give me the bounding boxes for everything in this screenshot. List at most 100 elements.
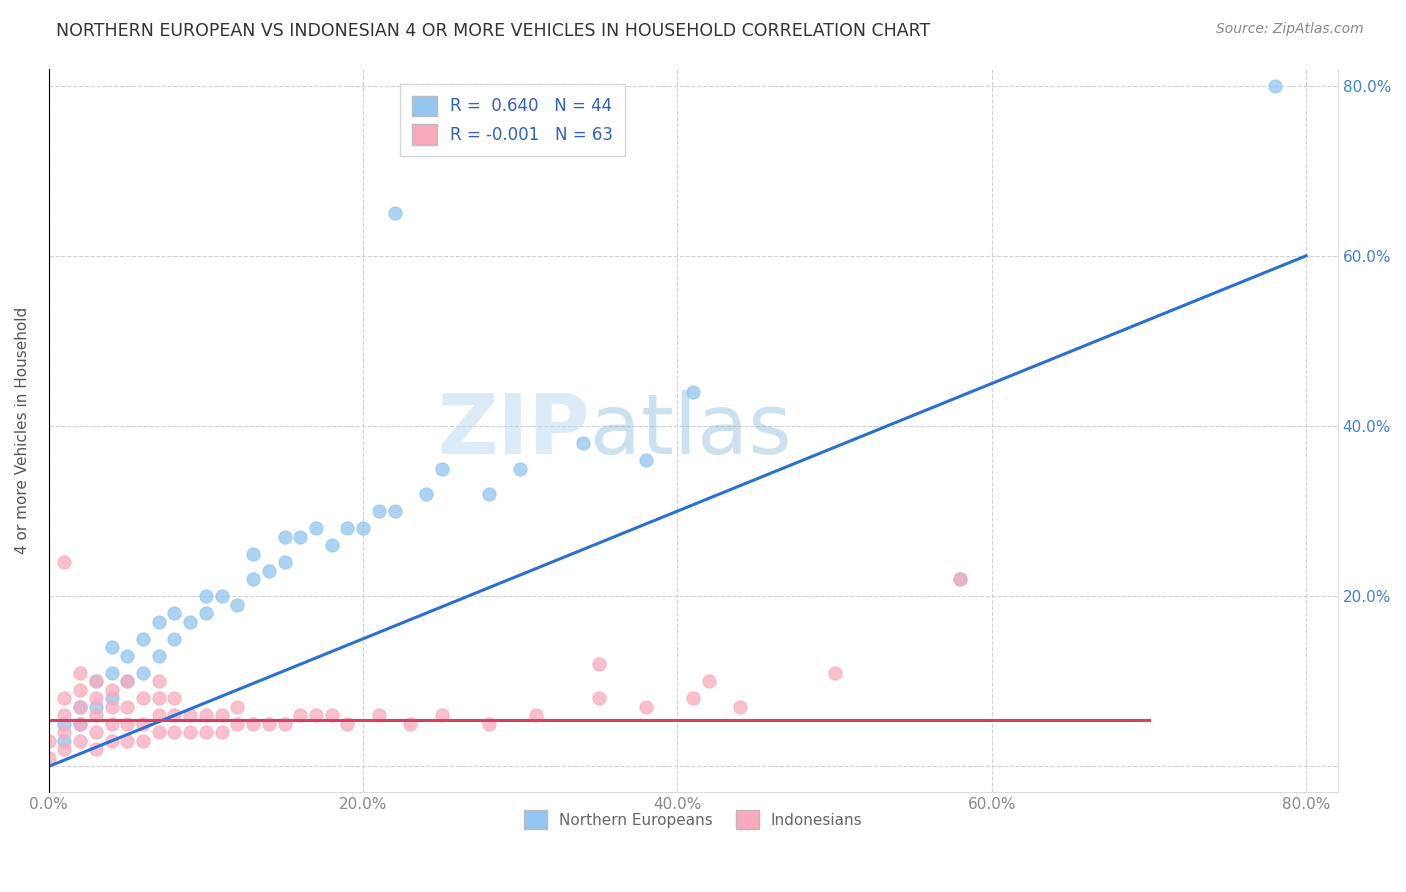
- Point: [100, 640, 122, 655]
- Point: [949, 572, 972, 586]
- Point: [53, 708, 76, 723]
- Point: [117, 674, 139, 689]
- Point: [478, 487, 501, 501]
- Point: [179, 615, 201, 629]
- Point: [194, 606, 217, 620]
- Point: [148, 725, 170, 739]
- Point: [634, 699, 657, 714]
- Point: [38, 751, 60, 765]
- Point: [384, 504, 406, 518]
- Point: [194, 708, 217, 723]
- Point: [132, 691, 155, 706]
- Point: [352, 521, 374, 535]
- Point: [179, 708, 201, 723]
- Point: [321, 538, 343, 552]
- Point: [132, 734, 155, 748]
- Point: [194, 589, 217, 603]
- Point: [117, 674, 139, 689]
- Point: [211, 708, 233, 723]
- Point: [588, 691, 610, 706]
- Point: [226, 699, 249, 714]
- Point: [194, 725, 217, 739]
- Point: [53, 555, 76, 569]
- Point: [634, 453, 657, 467]
- Point: [257, 564, 280, 578]
- Point: [273, 555, 295, 569]
- Point: [415, 487, 437, 501]
- Point: [84, 674, 107, 689]
- Point: [148, 615, 170, 629]
- Point: [69, 717, 91, 731]
- Point: [273, 717, 295, 731]
- Text: atlas: atlas: [591, 390, 792, 471]
- Point: [305, 708, 328, 723]
- Point: [163, 708, 186, 723]
- Point: [367, 504, 389, 518]
- Point: [117, 734, 139, 748]
- Point: [336, 717, 359, 731]
- Point: [69, 699, 91, 714]
- Point: [117, 699, 139, 714]
- Point: [824, 665, 846, 680]
- Point: [367, 708, 389, 723]
- Point: [682, 384, 704, 399]
- Point: [148, 708, 170, 723]
- Point: [132, 717, 155, 731]
- Point: [1264, 78, 1286, 93]
- Point: [84, 691, 107, 706]
- Point: [69, 734, 91, 748]
- Point: [84, 708, 107, 723]
- Point: [321, 708, 343, 723]
- Point: [524, 708, 547, 723]
- Point: [682, 691, 704, 706]
- Text: ZIP: ZIP: [437, 390, 591, 471]
- Point: [132, 665, 155, 680]
- Point: [697, 674, 720, 689]
- Point: [69, 665, 91, 680]
- Point: [84, 742, 107, 756]
- Point: [273, 530, 295, 544]
- Point: [242, 547, 264, 561]
- Point: [100, 699, 122, 714]
- Point: [100, 717, 122, 731]
- Point: [69, 699, 91, 714]
- Text: Source: ZipAtlas.com: Source: ZipAtlas.com: [1216, 22, 1364, 37]
- Point: [53, 742, 76, 756]
- Point: [100, 682, 122, 697]
- Point: [53, 725, 76, 739]
- Point: [117, 717, 139, 731]
- Point: [949, 572, 972, 586]
- Point: [148, 674, 170, 689]
- Point: [163, 632, 186, 646]
- Point: [84, 725, 107, 739]
- Point: [226, 717, 249, 731]
- Text: NORTHERN EUROPEAN VS INDONESIAN 4 OR MORE VEHICLES IN HOUSEHOLD CORRELATION CHAR: NORTHERN EUROPEAN VS INDONESIAN 4 OR MOR…: [56, 22, 931, 40]
- Point: [384, 206, 406, 220]
- Point: [53, 691, 76, 706]
- Point: [730, 699, 752, 714]
- Point: [478, 717, 501, 731]
- Point: [588, 657, 610, 672]
- Point: [163, 606, 186, 620]
- Point: [336, 521, 359, 535]
- Point: [226, 598, 249, 612]
- Point: [69, 717, 91, 731]
- Point: [572, 436, 595, 450]
- Point: [242, 572, 264, 586]
- Point: [100, 665, 122, 680]
- Point: [117, 648, 139, 663]
- Point: [148, 648, 170, 663]
- Point: [132, 632, 155, 646]
- Point: [84, 699, 107, 714]
- Point: [100, 734, 122, 748]
- Point: [430, 461, 453, 475]
- Point: [84, 674, 107, 689]
- Point: [163, 691, 186, 706]
- Point: [179, 725, 201, 739]
- Point: [430, 708, 453, 723]
- Point: [305, 521, 328, 535]
- Point: [148, 691, 170, 706]
- Point: [290, 708, 312, 723]
- Y-axis label: 4 or more Vehicles in Household: 4 or more Vehicles in Household: [15, 307, 30, 554]
- Point: [38, 734, 60, 748]
